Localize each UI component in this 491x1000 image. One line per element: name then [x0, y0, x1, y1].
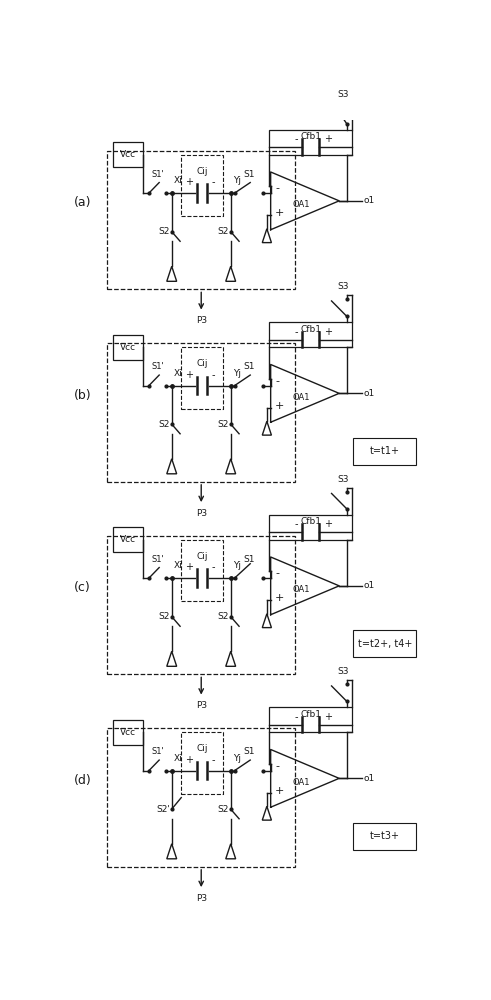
Text: +: + — [324, 134, 331, 144]
Text: S1: S1 — [243, 170, 254, 179]
Text: +: + — [275, 401, 285, 411]
Text: +: + — [185, 755, 193, 765]
Text: S1: S1 — [243, 747, 254, 756]
Text: +: + — [185, 562, 193, 572]
Text: -: - — [294, 134, 298, 144]
Text: OA1: OA1 — [292, 778, 310, 787]
Text: o1: o1 — [364, 389, 375, 398]
Text: Vcc: Vcc — [120, 150, 136, 159]
Text: Xi: Xi — [174, 369, 182, 378]
Text: t=t3+: t=t3+ — [370, 831, 400, 841]
Text: -: - — [211, 755, 215, 765]
Text: Cij: Cij — [196, 167, 208, 176]
Text: S2: S2 — [218, 420, 229, 429]
Text: OA1: OA1 — [292, 200, 310, 209]
Text: -: - — [275, 761, 279, 771]
Text: -: - — [211, 562, 215, 572]
Text: S3: S3 — [337, 90, 349, 99]
Text: -: - — [211, 370, 215, 380]
Text: (a): (a) — [74, 196, 91, 209]
Text: S1: S1 — [243, 362, 254, 371]
Text: S1': S1' — [151, 747, 164, 756]
Text: S2: S2 — [159, 612, 170, 621]
Text: -: - — [211, 177, 215, 187]
Text: Vcc: Vcc — [120, 535, 136, 544]
Text: Xi: Xi — [174, 754, 182, 763]
Text: t=t1+: t=t1+ — [370, 446, 400, 456]
Text: OA1: OA1 — [292, 585, 310, 594]
Text: Yj: Yj — [233, 754, 241, 763]
Text: -: - — [294, 712, 298, 722]
Text: S3: S3 — [337, 667, 349, 676]
Text: -: - — [275, 183, 279, 193]
Text: +: + — [324, 327, 331, 337]
Text: S2': S2' — [156, 805, 170, 814]
Text: P3: P3 — [195, 316, 207, 325]
Text: +: + — [275, 786, 285, 796]
Text: Cfb1: Cfb1 — [300, 325, 321, 334]
Text: +: + — [185, 370, 193, 380]
Text: -: - — [294, 327, 298, 337]
Text: (b): (b) — [74, 389, 91, 402]
Text: Cfb1: Cfb1 — [300, 710, 321, 719]
Text: +: + — [324, 519, 331, 529]
Text: P3: P3 — [195, 894, 207, 903]
Text: +: + — [275, 593, 285, 603]
Text: S1': S1' — [151, 362, 164, 371]
Text: t=t2+, t4+: t=t2+, t4+ — [357, 639, 412, 649]
Text: S1': S1' — [151, 555, 164, 564]
Text: Yj: Yj — [233, 561, 241, 570]
Text: OA1: OA1 — [292, 393, 310, 402]
Text: Xi: Xi — [174, 176, 182, 185]
Text: S2: S2 — [218, 227, 229, 236]
Text: o1: o1 — [364, 774, 375, 783]
Text: (c): (c) — [74, 581, 91, 594]
Text: Vcc: Vcc — [120, 728, 136, 737]
Text: S1: S1 — [243, 555, 254, 564]
Text: P3: P3 — [195, 509, 207, 518]
Text: Cfb1: Cfb1 — [300, 132, 321, 141]
Text: Yj: Yj — [233, 369, 241, 378]
Text: o1: o1 — [364, 196, 375, 205]
Text: +: + — [275, 208, 285, 218]
Text: Yj: Yj — [233, 176, 241, 185]
Text: S2: S2 — [218, 805, 229, 814]
Text: S2: S2 — [159, 420, 170, 429]
Text: P3: P3 — [195, 701, 207, 710]
Text: S2: S2 — [159, 227, 170, 236]
Text: -: - — [275, 568, 279, 578]
Text: S1': S1' — [151, 170, 164, 179]
Text: +: + — [185, 177, 193, 187]
Text: -: - — [294, 519, 298, 529]
Text: Vcc: Vcc — [120, 343, 136, 352]
Text: Xi: Xi — [174, 561, 182, 570]
Text: Cfb1: Cfb1 — [300, 517, 321, 526]
Text: o1: o1 — [364, 581, 375, 590]
Text: S3: S3 — [337, 475, 349, 484]
Text: Cij: Cij — [196, 744, 208, 753]
Text: -: - — [275, 376, 279, 386]
Text: Cij: Cij — [196, 552, 208, 561]
Text: S3: S3 — [337, 282, 349, 291]
Text: +: + — [324, 712, 331, 722]
Text: S2: S2 — [218, 612, 229, 621]
Text: Cij: Cij — [196, 359, 208, 368]
Text: (d): (d) — [74, 774, 91, 787]
